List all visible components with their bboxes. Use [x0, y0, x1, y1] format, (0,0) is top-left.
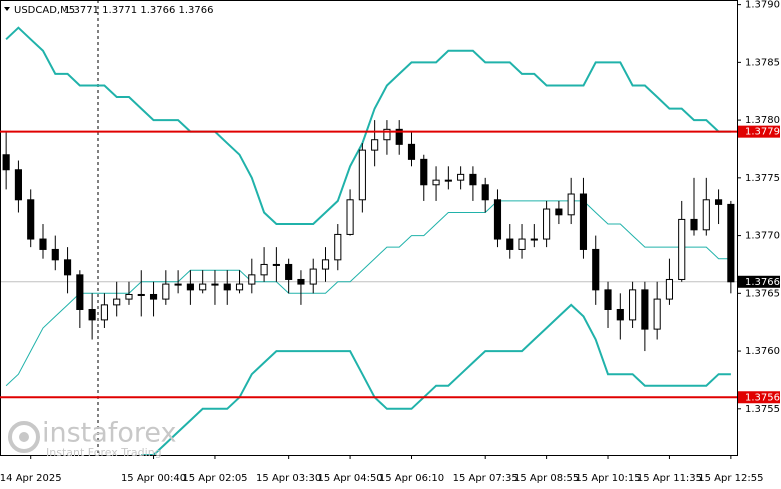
- candle-body: [592, 248, 600, 291]
- candle-body: [113, 298, 121, 306]
- candle-body: [149, 293, 158, 300]
- candle-body: [481, 184, 489, 201]
- y-tick-label: 1.3780: [745, 115, 780, 126]
- candle-body: [272, 263, 280, 266]
- y-tick-label: 1.3770: [745, 231, 780, 242]
- y-tick-label: 1.3755: [745, 404, 780, 415]
- candle-body: [555, 208, 563, 216]
- candle-body: [702, 199, 710, 231]
- candle-body: [285, 263, 293, 280]
- plot-area: [0, 26, 737, 456]
- candle-body: [579, 193, 588, 250]
- candle-body: [543, 208, 551, 240]
- candle-body: [715, 199, 723, 205]
- candle-body: [420, 158, 428, 186]
- candle-body: [518, 238, 526, 250]
- candle-body: [125, 293, 133, 300]
- band-line: [5, 200, 731, 387]
- candle-body: [162, 283, 170, 300]
- candle-body: [506, 238, 514, 250]
- chart-subtitle: 1.3771 1.3771 1.3766 1.3766: [64, 5, 214, 16]
- logo-brand: instaforex: [42, 418, 176, 449]
- logo-tagline: Instant Forex Trading: [46, 446, 162, 459]
- chart-title: USDCAD,M5: [14, 5, 75, 16]
- candle-body: [727, 203, 735, 283]
- y-tick-label: 1.3765: [745, 288, 780, 299]
- level-label: 1.3779: [745, 127, 780, 138]
- x-tick-label: 15 Apr 06:10: [379, 473, 444, 484]
- x-tick-label: 14 Apr 2025: [0, 473, 62, 484]
- x-tick-label: 15 Apr 00:40: [121, 473, 186, 484]
- x-tick-label: 15 Apr 04:50: [317, 473, 382, 484]
- candle-body: [51, 248, 59, 261]
- candle-body: [641, 289, 649, 330]
- candle-body: [100, 304, 108, 321]
- candle-body: [371, 139, 379, 151]
- candle-body: [223, 283, 231, 291]
- candle-body: [616, 308, 624, 321]
- candle-body: [346, 199, 354, 235]
- level-label-box: [738, 391, 780, 404]
- last-price-label: 1.3766: [745, 277, 780, 288]
- candle-body: [39, 238, 47, 250]
- candle-body: [678, 218, 686, 280]
- y-tick-label: 1.3760: [745, 346, 780, 357]
- x-tick-label: 15 Apr 02:05: [182, 473, 247, 484]
- watermark: instaforex Instant Forex Trading: [8, 418, 176, 459]
- candle-body: [493, 199, 502, 240]
- candle-body: [297, 278, 305, 285]
- candle-body: [457, 173, 465, 181]
- candle-body: [309, 268, 317, 285]
- logo-icon: [8, 421, 40, 453]
- candle-body: [530, 238, 538, 241]
- candle-body: [407, 143, 416, 160]
- candle-body: [567, 193, 575, 216]
- candle-body: [469, 173, 477, 186]
- candle-body: [2, 154, 10, 171]
- candle-body: [235, 283, 244, 291]
- x-tick-label: 15 Apr 07:35: [453, 473, 518, 484]
- level-label: 1.3756: [745, 392, 780, 403]
- candle-body: [260, 263, 268, 276]
- last-price-box: [738, 275, 780, 288]
- candle-body: [444, 179, 452, 182]
- candle-body: [88, 308, 96, 321]
- candle-body: [358, 149, 366, 201]
- candle-body: [604, 289, 612, 310]
- x-tick-label: 15 Apr 11:35: [637, 473, 702, 484]
- candle-body: [27, 199, 35, 240]
- y-tick-label: 1.3785: [745, 57, 780, 68]
- band-line: [5, 26, 731, 225]
- candle-body: [199, 283, 207, 291]
- candle-body: [653, 298, 661, 330]
- candle-body: [321, 259, 330, 270]
- y-tick-label: 1.3790: [745, 0, 780, 11]
- candle-body: [211, 283, 219, 286]
- logo-icon: [19, 432, 29, 442]
- level-label-box: [738, 125, 780, 138]
- candle-body: [137, 293, 145, 296]
- candle-body: [174, 283, 182, 286]
- x-tick-label: 15 Apr 12:55: [698, 473, 763, 484]
- candle-body: [629, 289, 637, 321]
- candle-body: [14, 169, 22, 201]
- candle-body: [63, 259, 72, 276]
- candle-body: [334, 233, 342, 261]
- candle-body: [690, 218, 698, 231]
- candle-body: [186, 283, 194, 291]
- candle-body: [665, 278, 674, 300]
- candle-body: [248, 274, 256, 285]
- candle-body: [432, 179, 440, 186]
- candle-body: [383, 128, 391, 141]
- x-tick-label: 15 Apr 03:30: [256, 473, 321, 484]
- x-tick-label: 15 Apr 08:55: [514, 473, 579, 484]
- candle-body: [395, 128, 403, 145]
- y-tick-label: 1.3775: [745, 173, 780, 184]
- x-tick-label: 15 Apr 10:15: [575, 473, 640, 484]
- candle-body: [76, 274, 84, 310]
- plot-border: [0, 0, 738, 456]
- menu-arrow: [4, 7, 10, 11]
